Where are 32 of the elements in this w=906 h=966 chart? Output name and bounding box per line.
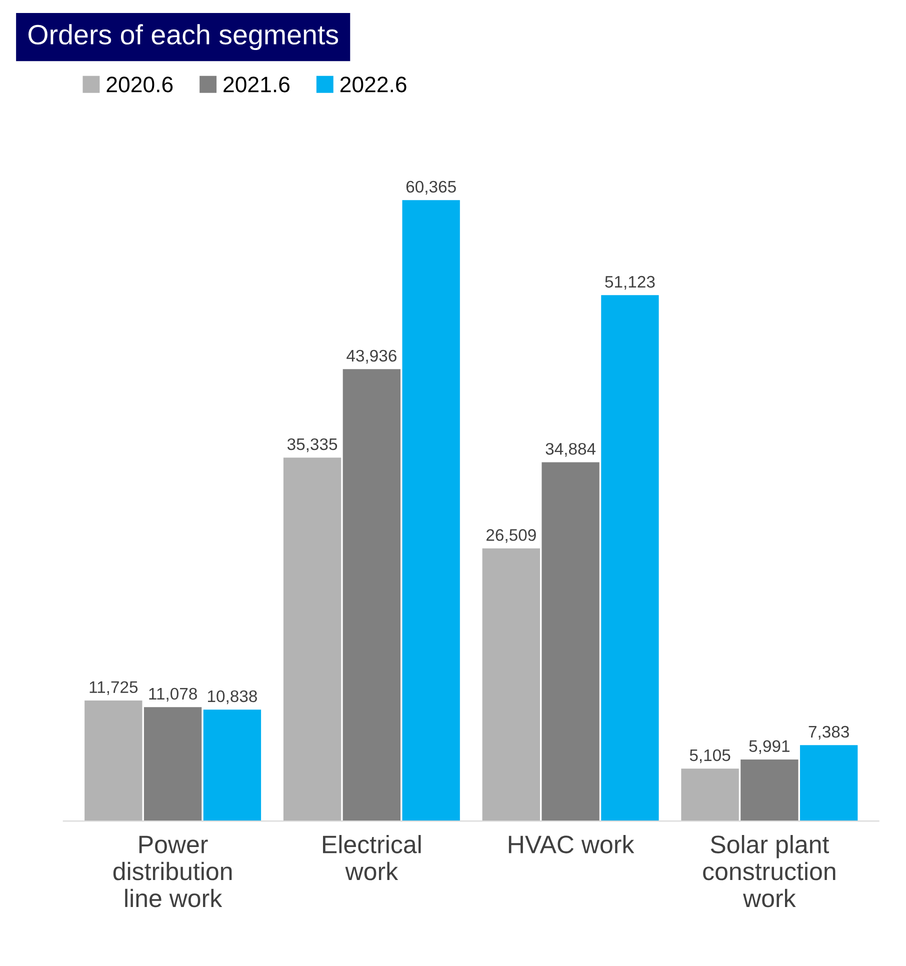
chart-title: Orders of each segments — [28, 24, 338, 50]
bar — [542, 462, 600, 822]
bar — [283, 458, 342, 822]
data-label: 51,123 — [605, 276, 655, 290]
bar — [740, 759, 798, 822]
x-tick-label: Solar plant construction work — [703, 834, 836, 908]
bar — [402, 200, 460, 822]
bar — [203, 710, 262, 822]
legend-label: 2022.6 — [340, 76, 406, 92]
data-label: 5,991 — [749, 740, 790, 754]
bar — [601, 295, 659, 822]
bar — [482, 548, 540, 822]
x-tick-label: Electrical work — [323, 834, 421, 880]
bar — [342, 369, 401, 822]
legend-label: 2021.6 — [224, 76, 290, 92]
data-label: 10,838 — [208, 690, 257, 704]
data-label: 26,509 — [486, 529, 536, 543]
data-label: 34,884 — [546, 442, 596, 457]
data-label: 43,936 — [346, 350, 396, 364]
bar — [144, 707, 202, 822]
bar — [800, 745, 858, 822]
data-label: 5,105 — [690, 749, 730, 764]
x-tick-label: HVAC work — [508, 834, 634, 854]
bar — [681, 768, 739, 822]
data-label: 7,383 — [808, 726, 849, 740]
x-tick-label: Power distribution line work — [113, 836, 232, 908]
legend-label: 2020.6 — [106, 76, 173, 92]
data-label: 60,365 — [406, 180, 456, 195]
data-label: 35,335 — [287, 438, 338, 452]
data-label: 11,078 — [149, 688, 197, 702]
data-label: 11,725 — [90, 681, 138, 695]
bar — [84, 700, 142, 822]
